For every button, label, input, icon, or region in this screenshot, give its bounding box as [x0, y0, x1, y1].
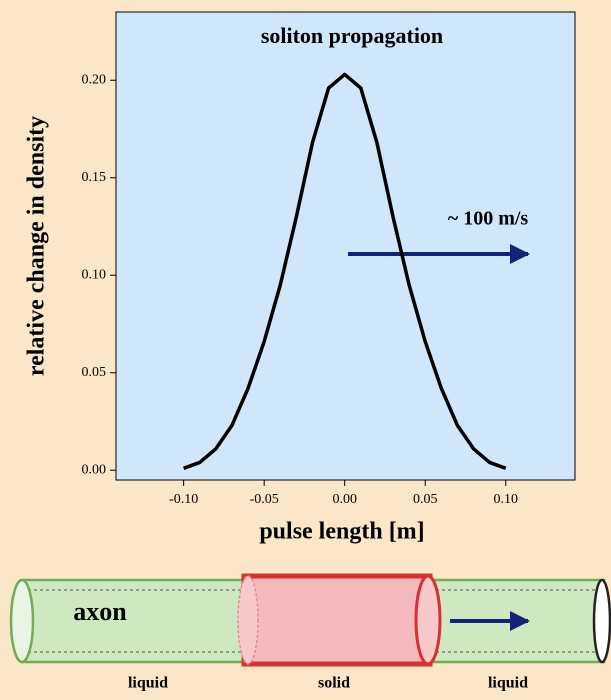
- annotation: ~ 100 m/s: [448, 208, 529, 230]
- tube-end: [592, 578, 611, 664]
- section-edge: [414, 574, 442, 666]
- x-tick-label: -0.05: [250, 492, 279, 507]
- section-edge: [237, 575, 259, 665]
- region-label: liquid: [128, 675, 168, 692]
- y-tick-label: 0.20: [82, 72, 107, 87]
- y-axis-label: relative change in density: [24, 116, 50, 376]
- x-tick-label: 0.10: [493, 492, 518, 507]
- axon-diagram: axon liquid solid liquid: [9, 573, 611, 692]
- y-tick-label: 0.00: [82, 462, 107, 477]
- y-tick-label: 0.15: [82, 170, 107, 185]
- region-label: liquid: [488, 675, 528, 692]
- x-tick-label: -0.10: [169, 492, 198, 507]
- x-tick-label: 0.00: [332, 492, 357, 507]
- x-tick-label: 0.05: [413, 492, 438, 507]
- y-tick-label: 0.05: [82, 365, 107, 380]
- region-label: solid: [318, 675, 350, 692]
- tube-end: [9, 578, 35, 664]
- x-axis-label: pulse length [m]: [259, 519, 424, 545]
- data-line: [183, 72, 507, 470]
- y-tick-label: 0.10: [82, 267, 107, 282]
- chart-title: soliton propagation: [261, 23, 443, 48]
- plot-area: [115, 11, 576, 481]
- axon-label: axon: [73, 597, 127, 626]
- solid-section: [241, 573, 433, 667]
